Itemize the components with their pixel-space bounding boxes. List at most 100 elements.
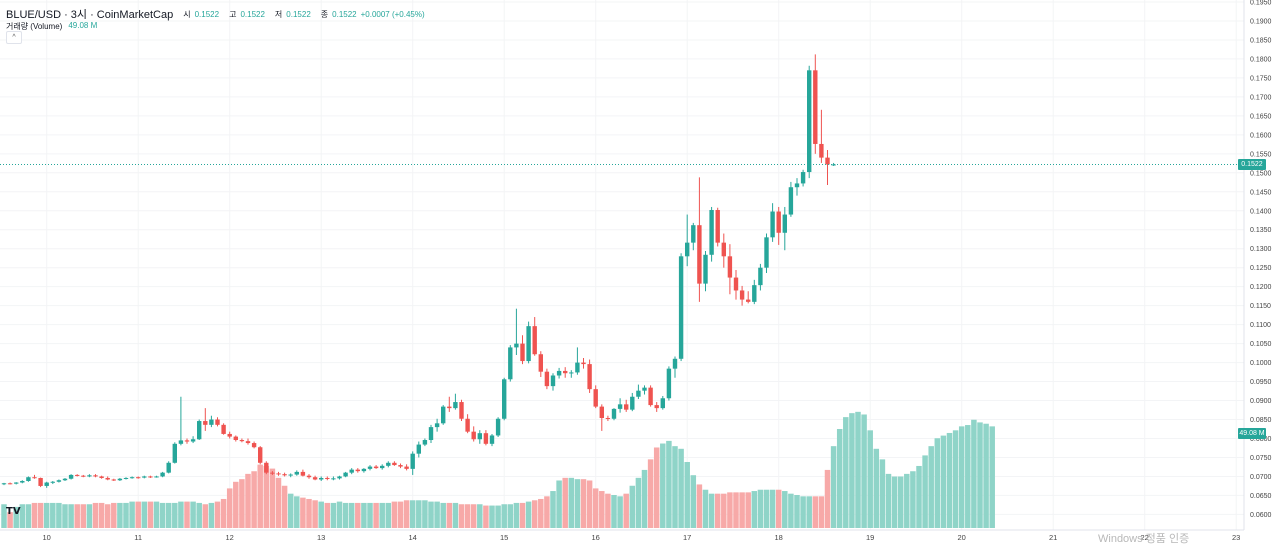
volume-bar [800,496,806,528]
time-tick-label: 18 [775,533,783,542]
candle-body [660,398,665,409]
candle-body [477,433,482,440]
price-axis[interactable]: 0.1950 0.1900 0.1850 0.1800 0.1750 0.1700 0.16… [1243,0,1280,542]
candle-body [428,427,434,441]
volume-bar [68,504,74,528]
volume-bar [812,496,819,528]
price-tick-label: 0.1200 [1250,284,1272,291]
candle-body [380,465,385,469]
volume-bar [434,501,440,528]
volume-bar [135,501,141,528]
volume-header: 거래량 (Volume) 49.08 M [6,21,97,32]
candle-body [605,418,611,419]
candle-body [764,237,769,268]
volume-bar [965,425,971,528]
volume-bar [25,504,32,528]
candle-body [20,481,25,483]
volume-bar [690,475,697,528]
candle-body [508,347,513,380]
volume-bar [531,500,538,528]
candle-body [800,172,806,184]
candle-body [782,214,787,233]
candle-body [416,444,421,454]
volume-label[interactable]: 거래량 (Volume) [6,22,63,31]
volume-bar [214,501,221,528]
volume-bar [916,465,922,528]
time-axis[interactable]: 1011121314151617181920212223242526272829… [0,529,1280,542]
volume-bar [56,502,62,528]
price-tick-label: 0.1450 [1250,189,1272,196]
volume-bar [727,492,733,528]
candle-body [312,477,318,480]
close-value: 0.1522 [332,9,357,19]
candle-body [99,476,104,478]
collapse-legend-button[interactable]: ^ [6,31,22,44]
symbol-title[interactable]: BLUE/USD · 3시 · CoinMarketCap [6,9,174,21]
candle-body [197,421,202,440]
price-tick-label: 0.1150 [1250,303,1271,310]
volume-bar [751,491,758,528]
candle-body [264,462,269,473]
candle-body [160,472,165,477]
candle-body [215,419,220,425]
candle-body [642,387,647,391]
volume-bar [257,464,263,528]
candle-body [471,431,476,440]
volume-bar [208,502,215,528]
price-tick-label: 0.1850 [1250,37,1272,44]
time-tick-label: 22 [1141,533,1149,542]
volume-bar [519,502,526,528]
volume-bar [672,446,678,528]
volume-bar [714,493,721,528]
volume-bar [708,493,715,528]
candle-body [136,477,141,479]
volume-bar [470,504,477,528]
candle-body [813,70,818,144]
volume-bar [172,502,178,528]
candle-body [733,277,739,291]
price-tick-label: 0.0750 [1250,455,1272,462]
volume-bar [830,446,837,528]
candle-body [386,462,391,466]
volume-bar [92,502,99,528]
candle-body [300,471,306,476]
candle-body [807,70,812,173]
candle-body [550,375,556,387]
candle-body [337,476,342,479]
volume-bar [239,479,245,528]
volume-bar [294,496,300,528]
open-value: 0.1522 [194,9,220,19]
candle-body [221,424,226,434]
price-tick-label: 0.0800 [1250,436,1272,443]
volume-bar [849,413,855,528]
volume-bar [934,438,941,528]
volume-bar [983,423,989,528]
candle-body [172,443,177,463]
volume-bar [141,501,148,528]
volume-bar [635,477,642,528]
volume-bar [123,502,129,528]
time-tick-label: 16 [592,533,600,542]
price-tick-label: 0.1000 [1250,360,1272,367]
candle-body [245,441,251,444]
candle-body [758,267,763,286]
candle-body [502,379,507,419]
time-tick-label: 13 [317,533,325,542]
volume-bar [190,501,196,528]
volume-bar [525,501,532,528]
time-tick-label: 11 [134,533,142,542]
volume-bar [617,496,623,528]
candle-body [361,468,367,472]
candle-body [7,483,13,485]
candle-body [14,482,19,484]
volume-bar [702,489,709,528]
volume-bar [574,479,581,528]
volume-bar [946,432,953,528]
candle-body [709,210,714,255]
price-tick-label: 0.1800 [1250,56,1272,63]
tradingview-logo[interactable]: TV [6,506,21,517]
price-tick-label: 0.1250 [1250,265,1272,272]
candle-body [526,326,531,362]
